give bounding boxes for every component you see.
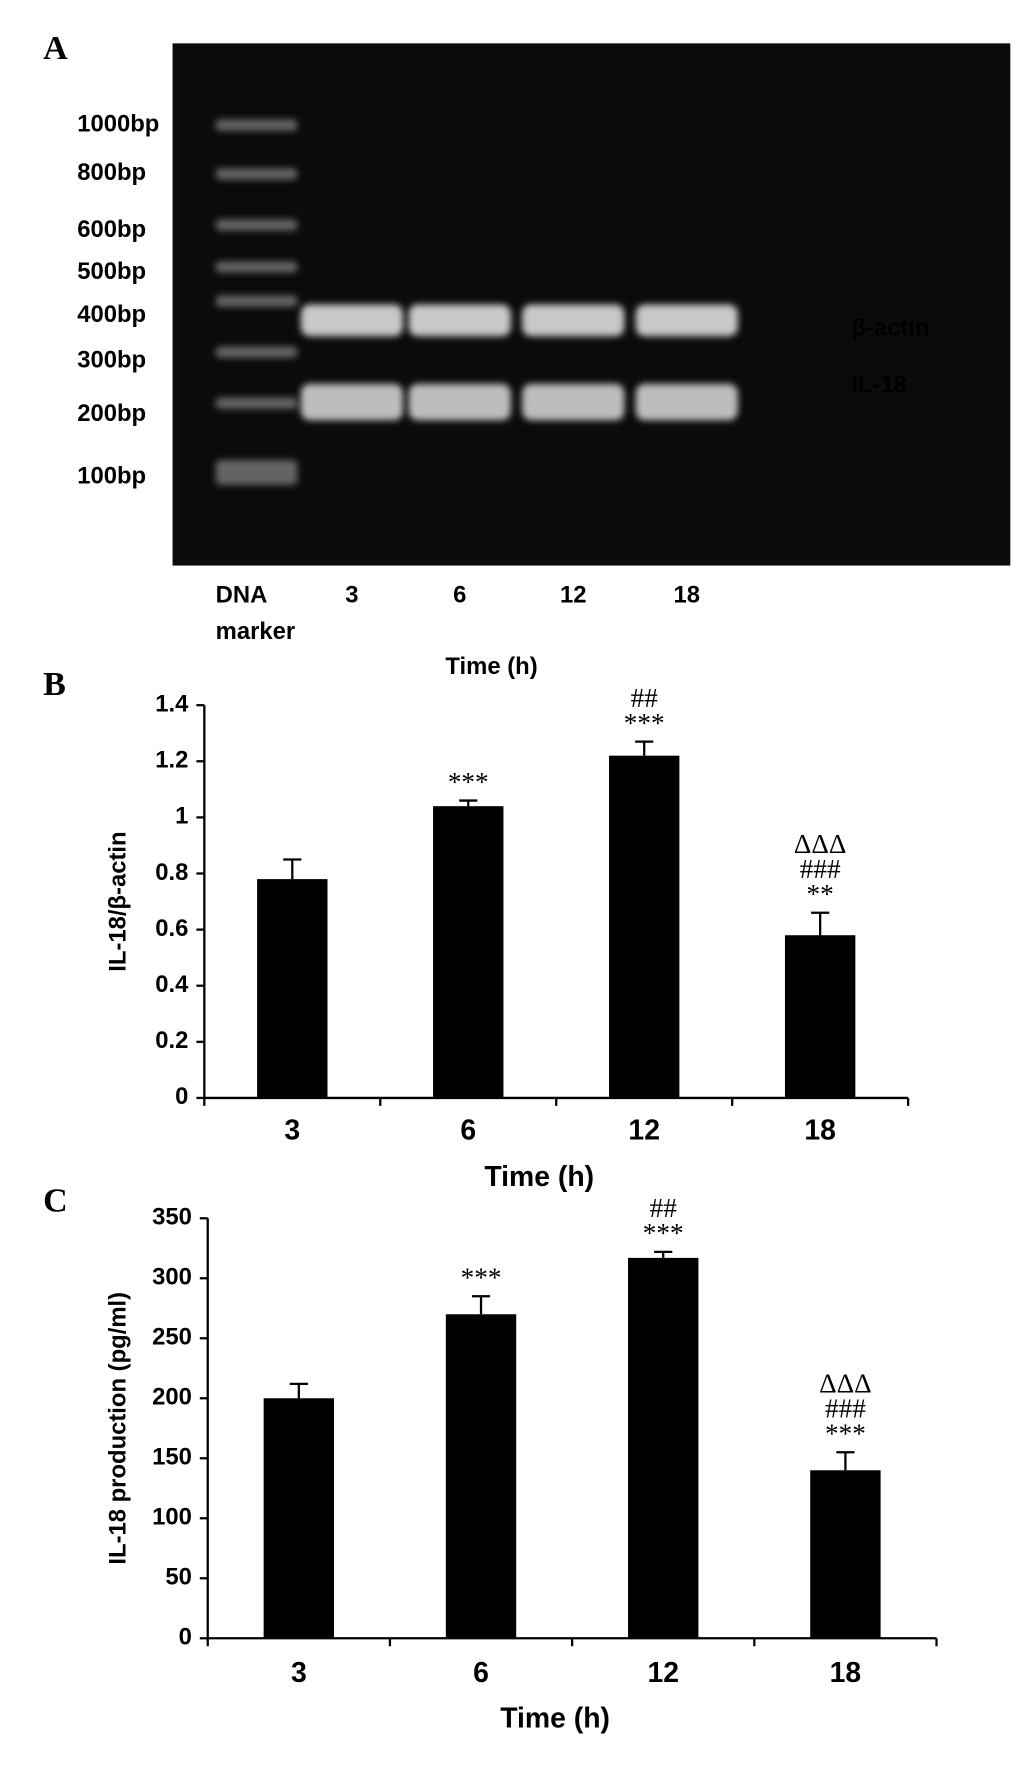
significance-label: ** — [807, 879, 834, 909]
bar — [628, 1257, 699, 1639]
band — [408, 383, 511, 421]
y-tick-label: 100 — [152, 1504, 192, 1531]
ladder-band — [215, 397, 298, 409]
x-tick-label: 6 — [473, 1657, 489, 1689]
x-tick-label: 12 — [628, 1114, 660, 1146]
x-axis-label: Time (h) — [445, 653, 537, 680]
x-axis-label: Time (h) — [484, 1161, 594, 1193]
x-tick-label: 18 — [804, 1114, 836, 1146]
band — [408, 304, 511, 337]
x-tick-label: 18 — [830, 1657, 862, 1689]
marker-label: 1000bp — [77, 110, 159, 137]
y-tick-label: 50 — [165, 1564, 192, 1591]
significance-label: *** — [643, 1218, 684, 1248]
band — [522, 383, 625, 421]
ladder-band — [215, 261, 298, 273]
significance-label: ΔΔΔ — [819, 1369, 872, 1399]
marker-label: 300bp — [77, 347, 146, 374]
y-axis-label: IL-18 production (pg/ml) — [104, 1292, 131, 1565]
ladder-band — [215, 219, 298, 231]
y-tick-label: 350 — [152, 1204, 192, 1231]
lane-label: 3 — [345, 581, 358, 608]
marker-label: 200bp — [77, 400, 146, 427]
y-tick-label: 0 — [179, 1624, 192, 1651]
panel-letter: C — [43, 1182, 68, 1219]
lane-label: 12 — [560, 581, 587, 608]
y-tick-label: 300 — [152, 1264, 192, 1291]
marker-label: 100bp — [77, 462, 146, 489]
y-tick-label: 1.2 — [155, 747, 188, 774]
ladder-band — [215, 459, 298, 485]
x-tick-label: 12 — [647, 1657, 679, 1689]
significance-label: *** — [448, 767, 489, 797]
y-tick-label: 0.6 — [155, 915, 188, 942]
y-tick-label: 1 — [175, 803, 188, 830]
y-tick-label: 0 — [175, 1083, 188, 1110]
lane-label: marker — [216, 618, 295, 645]
significance-label: ## — [650, 1193, 678, 1223]
marker-label: 400bp — [77, 301, 146, 328]
significance-label: *** — [624, 708, 665, 738]
ladder-band — [215, 119, 298, 131]
x-tick-label: 3 — [291, 1657, 307, 1689]
lane-label: 18 — [674, 581, 701, 608]
bar — [257, 879, 328, 1098]
x-axis-label: Time (h) — [500, 1703, 610, 1735]
bar — [433, 806, 504, 1098]
bar — [263, 1398, 335, 1639]
band — [635, 383, 738, 421]
band — [635, 304, 738, 337]
ladder-band — [215, 168, 298, 180]
y-tick-label: 0.8 — [155, 859, 188, 886]
panel-letter: A — [43, 30, 68, 67]
band — [300, 304, 403, 337]
y-tick-label: 1.4 — [155, 690, 189, 717]
bar — [609, 755, 680, 1098]
gel-image — [172, 43, 1011, 566]
significance-label: ### — [800, 854, 841, 884]
ladder-band — [215, 295, 298, 307]
bar — [810, 1470, 881, 1639]
band — [522, 304, 625, 337]
y-tick-label: 250 — [152, 1324, 192, 1351]
x-tick-label: 3 — [284, 1114, 300, 1146]
significance-label: ## — [631, 683, 659, 713]
band-label: β-actin — [851, 315, 929, 342]
marker-label: 500bp — [77, 258, 146, 285]
significance-label: ### — [825, 1394, 866, 1424]
y-tick-label: 150 — [152, 1444, 192, 1471]
significance-label: ΔΔΔ — [794, 829, 847, 859]
lane-label: 6 — [453, 581, 466, 608]
band — [300, 383, 403, 421]
y-tick-label: 0.2 — [155, 1027, 188, 1054]
lane-label: DNA — [216, 581, 268, 608]
significance-label: *** — [825, 1419, 866, 1449]
bar — [784, 935, 856, 1098]
gel-background — [172, 43, 1011, 566]
marker-label: 800bp — [77, 159, 146, 186]
x-tick-label: 6 — [460, 1114, 476, 1146]
y-tick-label: 0.4 — [155, 971, 189, 998]
y-tick-label: 200 — [152, 1384, 192, 1411]
y-axis-label: IL-18/β-actin — [104, 831, 131, 971]
bar — [445, 1314, 517, 1639]
significance-label: *** — [461, 1263, 502, 1293]
ladder-band — [215, 346, 298, 358]
panel-letter: B — [43, 666, 66, 703]
marker-label: 600bp — [77, 216, 146, 243]
band-label: IL-18 — [851, 371, 907, 398]
